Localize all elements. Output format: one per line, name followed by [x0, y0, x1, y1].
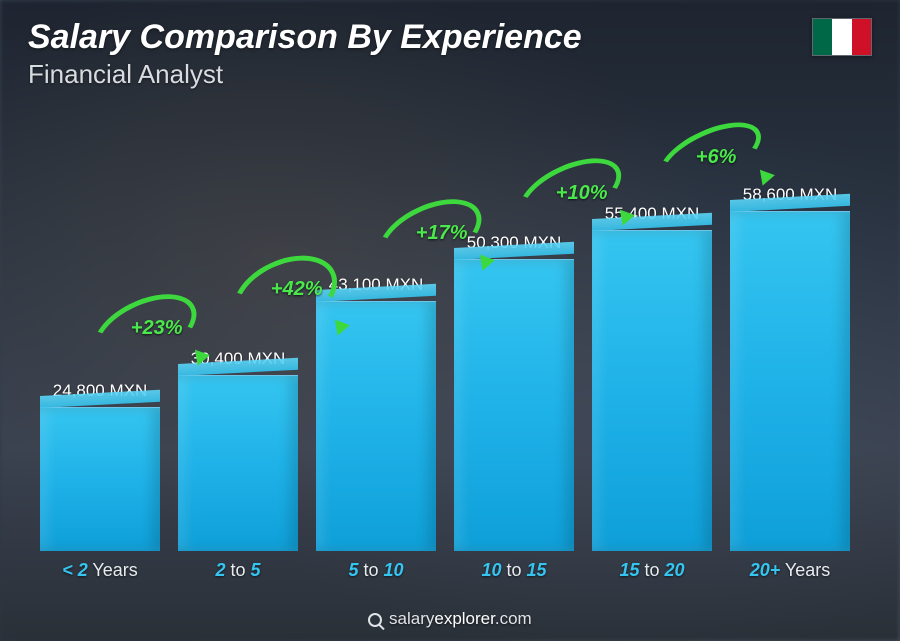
footer-tld: .com [495, 609, 532, 628]
bar [454, 259, 574, 551]
bars-container: 24,800 MXN30,400 MXN43,100 MXN50,300 MXN… [40, 171, 850, 551]
x-axis-label: 10 to 15 [454, 560, 574, 581]
bar-group: 55,400 MXN [592, 204, 712, 551]
footer-domain: explorer [434, 609, 494, 628]
bar-group: 24,800 MXN [40, 381, 160, 551]
header: Salary Comparison By Experience Financia… [28, 18, 872, 90]
footer-brand: salary [389, 609, 434, 628]
bar-group: 58,600 MXN [730, 185, 850, 551]
x-axis-label: 15 to 20 [592, 560, 712, 581]
x-axis-labels: < 2 Years 2 to 5 5 to 10 10 to 15 15 to 20 20… [40, 560, 850, 581]
bar [592, 230, 712, 551]
footer-attribution: salaryexplorer.com [0, 609, 900, 629]
country-flag-mexico [812, 18, 872, 56]
flag-stripe-red [852, 19, 871, 55]
bar-group: 30,400 MXN [178, 349, 298, 551]
flag-stripe-green [813, 19, 832, 55]
bar-group: 50,300 MXN [454, 233, 574, 551]
bar [316, 301, 436, 551]
x-axis-label: < 2 Years [40, 560, 160, 581]
increment-percent-label: +6% [696, 146, 737, 169]
x-axis-label: 20+ Years [730, 560, 850, 581]
bar [730, 211, 850, 551]
x-axis-label: 5 to 10 [316, 560, 436, 581]
chart-title: Salary Comparison By Experience [28, 18, 872, 57]
chart-subtitle: Financial Analyst [28, 59, 872, 90]
bar [40, 407, 160, 551]
search-icon [368, 613, 382, 627]
bar-chart: 24,800 MXN30,400 MXN43,100 MXN50,300 MXN… [40, 120, 850, 581]
bar [178, 375, 298, 551]
bar-group: 43,100 MXN [316, 275, 436, 551]
x-axis-label: 2 to 5 [178, 560, 298, 581]
flag-stripe-white [832, 19, 851, 55]
